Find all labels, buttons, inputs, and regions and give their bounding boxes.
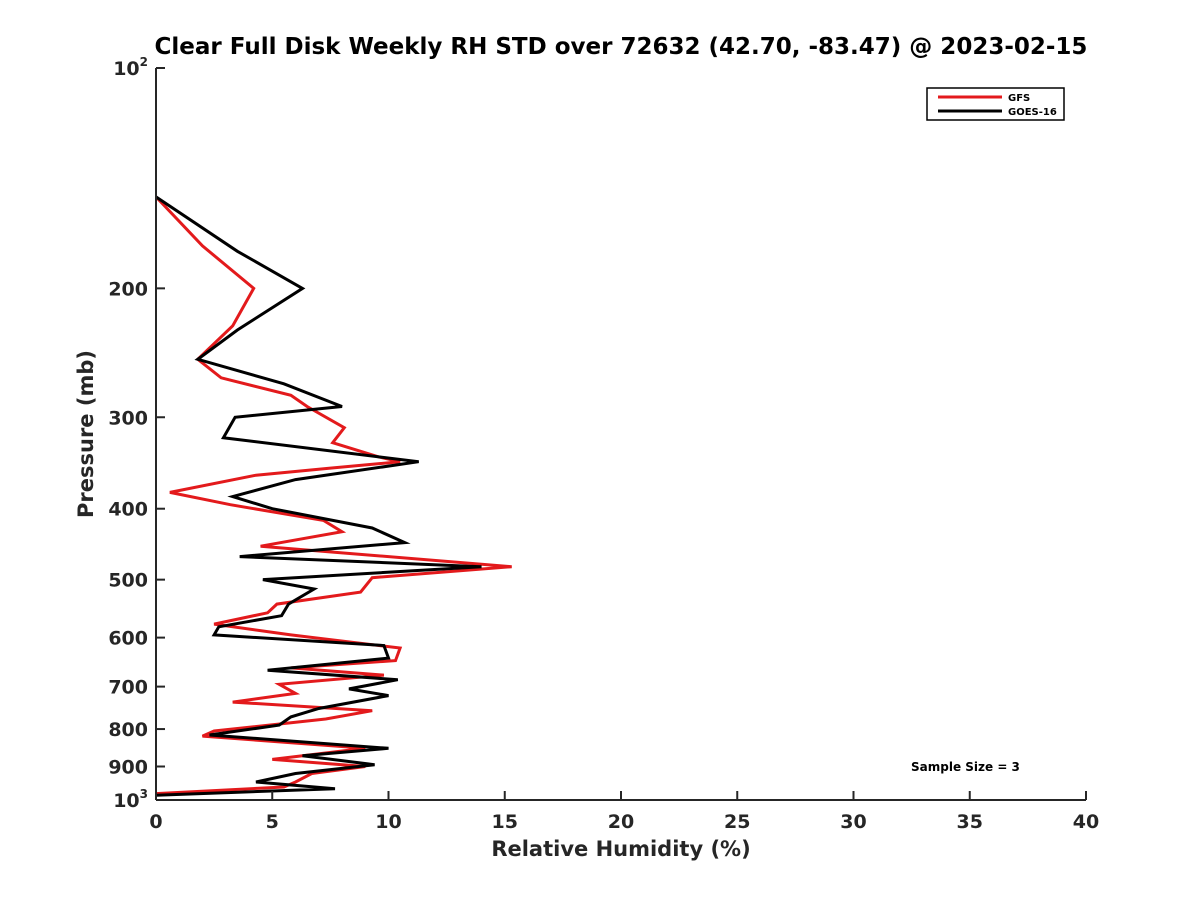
chart-title: Clear Full Disk Weekly RH STD over 72632… [155, 34, 1088, 60]
x-tick-label: 15 [492, 811, 518, 833]
x-tick-label: 5 [266, 811, 279, 833]
legend-label-gfs: GFS [1008, 93, 1030, 104]
y-tick-label: 700 [108, 677, 148, 699]
y-tick-group: 102 200 300 400 500 600 700 800 900 103 [108, 55, 165, 812]
x-tick-label: 10 [375, 811, 401, 833]
y-tick-label: 200 [108, 278, 148, 300]
x-tick-label: 25 [724, 811, 750, 833]
legend: GFS GOES-16 [926, 87, 1065, 121]
x-tick-label: 30 [840, 811, 866, 833]
y-tick-label: 103 [113, 787, 148, 812]
x-tick-group: 0 5 10 15 20 25 30 35 40 [149, 791, 1099, 833]
x-tick-label: 0 [149, 811, 162, 833]
x-tick-label: 20 [608, 811, 634, 833]
series-line-goes-16 [155, 195, 482, 797]
x-tick-label: 40 [1073, 811, 1099, 833]
y-tick-label: 300 [108, 407, 148, 429]
y-tick-label: 102 [113, 55, 148, 80]
series-layer [154, 195, 512, 797]
y-tick-label: 600 [108, 628, 148, 650]
y-tick-label: 900 [108, 757, 148, 779]
y-tick-label: 500 [108, 570, 148, 592]
sample-size-annotation: Sample Size = 3 [911, 760, 1020, 774]
y-axis-label: Pressure (mb) [74, 350, 98, 518]
x-tick-label: 35 [957, 811, 983, 833]
legend-label-goes-16: GOES-16 [1008, 107, 1057, 118]
y-tick-label: 800 [108, 719, 148, 741]
legend-box [926, 87, 1065, 121]
x-axis-label: Relative Humidity (%) [491, 837, 750, 861]
y-tick-label: 400 [108, 499, 148, 521]
